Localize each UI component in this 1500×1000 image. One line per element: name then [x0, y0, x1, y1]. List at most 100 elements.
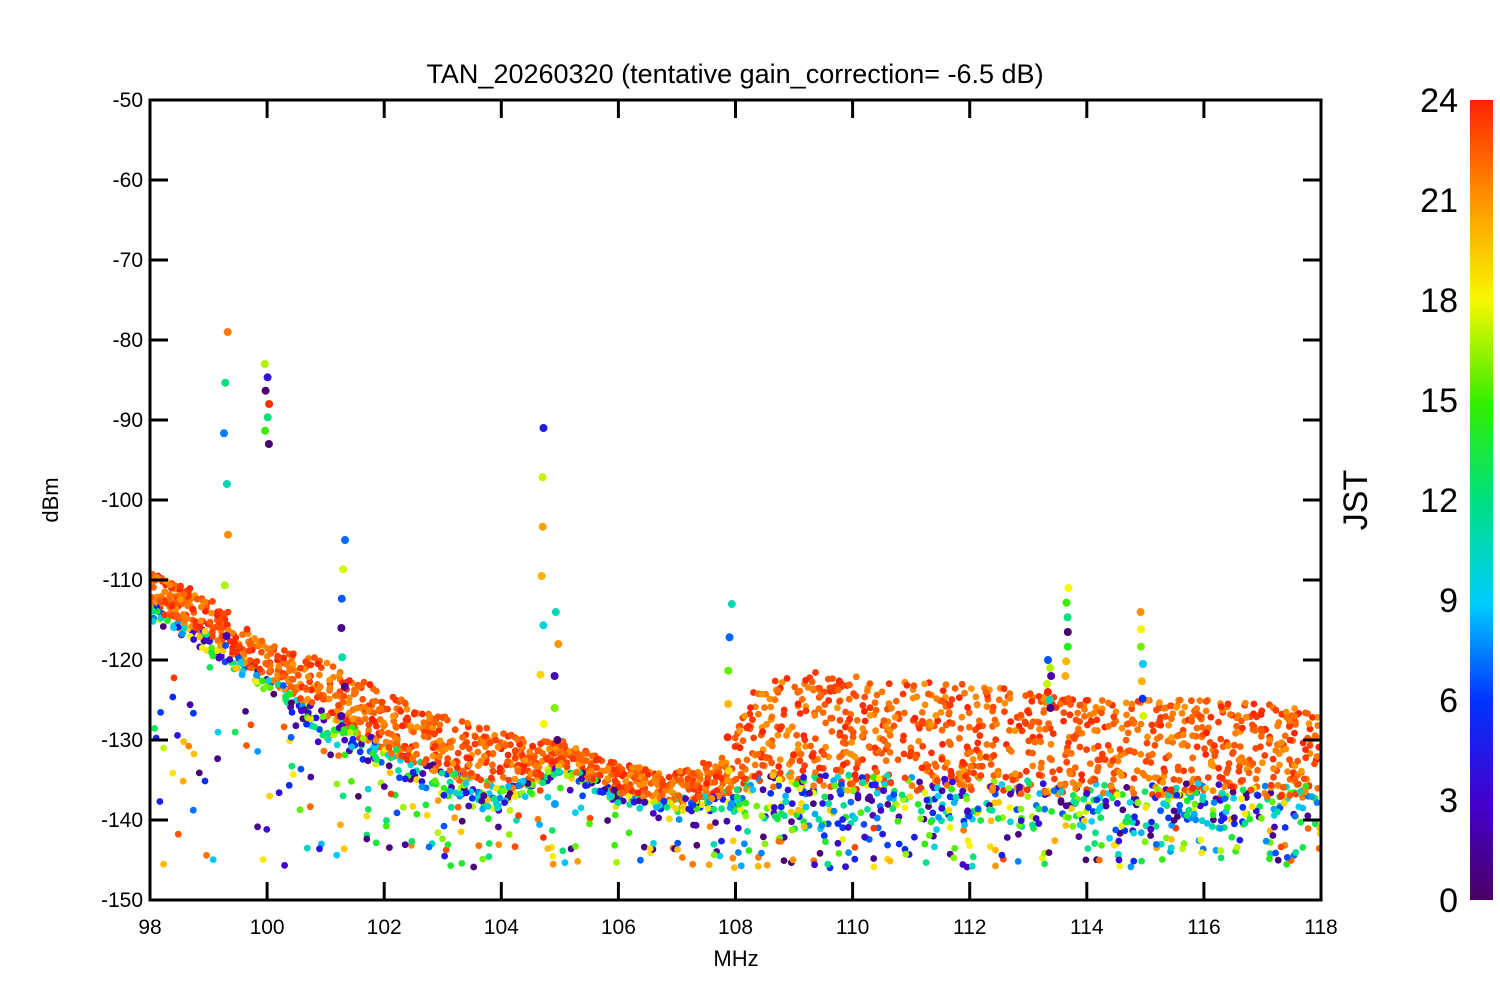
- data-point: [1119, 791, 1126, 798]
- data-point: [839, 836, 847, 843]
- data-point: [1233, 722, 1240, 730]
- data-point: [161, 611, 168, 619]
- data-point: [1119, 806, 1127, 814]
- data-point: [1165, 752, 1173, 759]
- y-tick-label: -90: [113, 409, 143, 432]
- data-point: [1194, 780, 1202, 787]
- data-point: [761, 840, 769, 848]
- data-point: [776, 756, 784, 763]
- data-point: [965, 709, 973, 717]
- data-point: [447, 862, 455, 869]
- data-point: [504, 758, 512, 765]
- data-point: [1185, 806, 1193, 814]
- y-tick-label: -100: [101, 489, 143, 512]
- data-point: [861, 693, 869, 701]
- data-point: [812, 669, 819, 676]
- data-point: [1302, 754, 1310, 762]
- data-point: [791, 683, 799, 691]
- data-point: [743, 756, 751, 764]
- data-point: [908, 782, 916, 790]
- data-point: [684, 775, 692, 783]
- data-point: [1262, 837, 1270, 845]
- data-point: [894, 817, 902, 825]
- data-point: [364, 806, 372, 813]
- data-point: [762, 753, 770, 761]
- data-point: [768, 713, 776, 721]
- data-point: [363, 835, 371, 843]
- data-point: [780, 857, 788, 864]
- data-point: [1193, 743, 1201, 751]
- data-point: [1017, 711, 1025, 719]
- data-point: [704, 805, 712, 812]
- data-point: [838, 781, 845, 788]
- data-point: [1269, 832, 1277, 839]
- data-point: [1098, 709, 1105, 717]
- data-point: [201, 598, 209, 606]
- data-point: [1024, 793, 1032, 800]
- data-point: [961, 821, 968, 829]
- data-point: [361, 715, 369, 723]
- data-point: [716, 852, 724, 860]
- data-point: [733, 793, 741, 801]
- data-point: [1198, 817, 1206, 825]
- data-point: [429, 752, 437, 760]
- data-point: [401, 775, 409, 783]
- data-point: [1045, 849, 1053, 856]
- peak-point: [261, 426, 270, 435]
- data-point: [198, 603, 205, 611]
- data-point: [1179, 845, 1186, 852]
- x-tick-label: 102: [367, 916, 402, 939]
- data-point: [1041, 860, 1048, 868]
- data-point: [399, 803, 407, 811]
- data-point: [929, 809, 937, 817]
- data-point: [440, 784, 448, 792]
- data-point: [937, 709, 945, 716]
- data-point: [1114, 757, 1122, 765]
- data-point: [593, 764, 600, 772]
- data-point: [487, 774, 495, 782]
- data-point: [927, 818, 935, 826]
- data-point: [649, 810, 657, 817]
- data-point: [759, 728, 766, 736]
- data-point: [266, 667, 274, 675]
- data-point: [216, 617, 224, 625]
- data-point: [1299, 793, 1306, 801]
- data-point: [1156, 733, 1164, 741]
- data-point: [465, 761, 473, 768]
- data-point: [734, 757, 742, 765]
- data-point: [768, 759, 775, 767]
- data-point: [1155, 791, 1162, 799]
- data-point: [1057, 788, 1065, 796]
- x-tick-label: 110: [836, 916, 869, 939]
- data-point: [534, 747, 542, 755]
- data-point: [372, 697, 379, 705]
- data-point: [289, 660, 297, 668]
- data-point: [1137, 829, 1145, 837]
- data-point: [1209, 787, 1217, 795]
- data-point: [170, 674, 178, 682]
- peak-point: [260, 360, 269, 368]
- data-point: [1279, 784, 1287, 791]
- data-point: [1152, 841, 1160, 848]
- data-point: [1242, 713, 1250, 721]
- peak-points: [220, 328, 1148, 808]
- data-point: [306, 678, 314, 686]
- data-point: [815, 705, 823, 713]
- data-point: [815, 815, 823, 823]
- data-point: [297, 695, 304, 702]
- data-point: [1011, 770, 1019, 778]
- data-point: [1272, 706, 1280, 714]
- data-point: [910, 682, 918, 690]
- data-point: [870, 863, 878, 871]
- data-point: [1269, 755, 1277, 763]
- data-point: [976, 732, 984, 739]
- data-point: [1180, 767, 1188, 775]
- data-point: [1093, 716, 1101, 724]
- data-point: [718, 837, 725, 845]
- data-point: [1174, 763, 1182, 771]
- data-point: [458, 860, 466, 867]
- data-point: [259, 856, 267, 863]
- data-point: [359, 756, 367, 763]
- data-point: [449, 760, 457, 767]
- data-point: [1091, 776, 1099, 783]
